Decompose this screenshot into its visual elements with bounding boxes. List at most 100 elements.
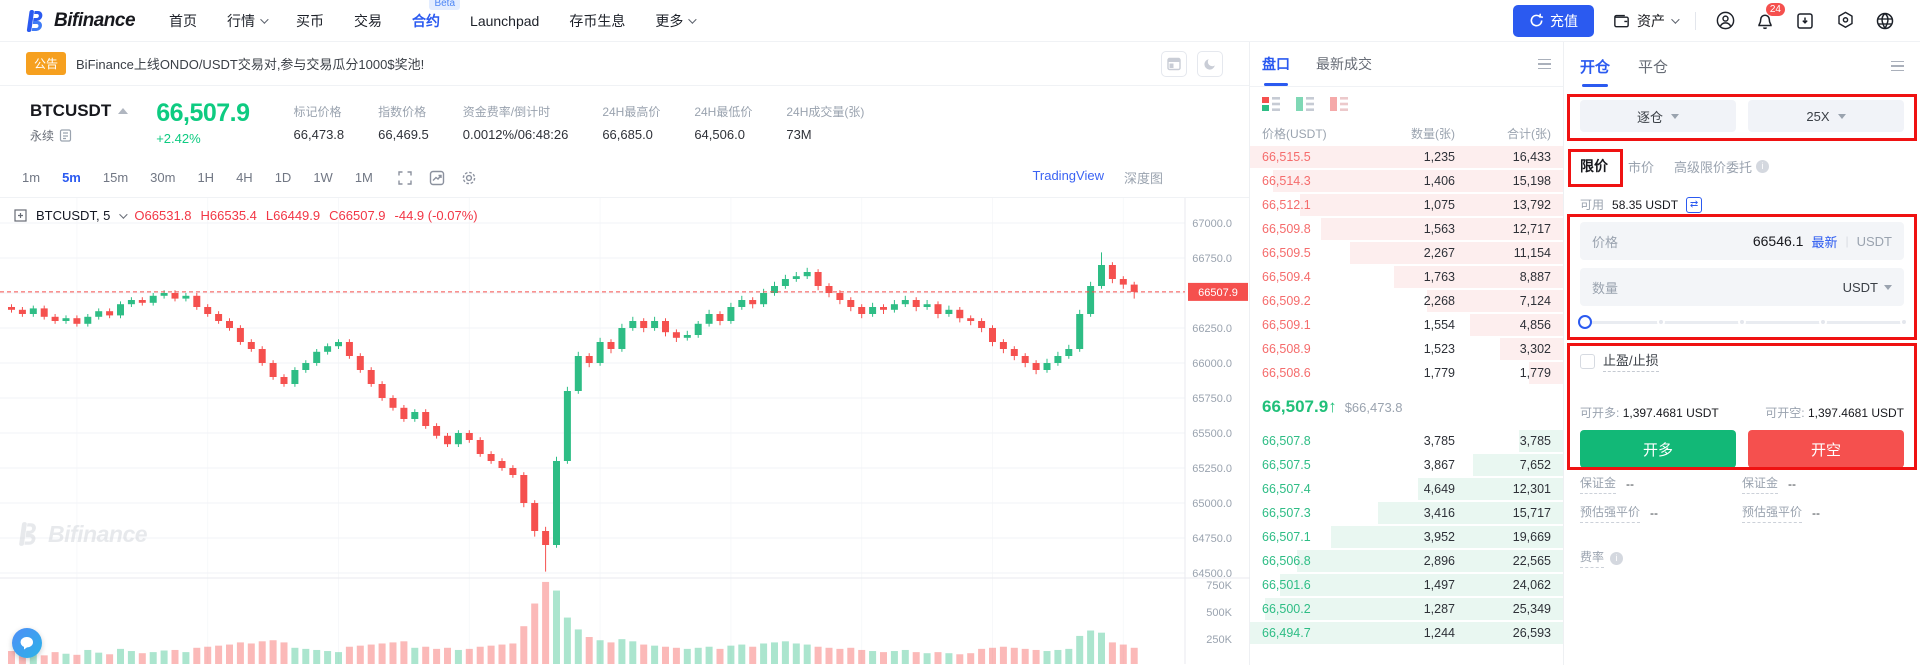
nav-item-首页[interactable]: 首页 (169, 12, 198, 29)
bid-row[interactable]: 66,507.5 3,867 7,652 (1250, 453, 1563, 477)
slider-dot[interactable] (1657, 318, 1665, 326)
open-short-button[interactable]: 开空 (1748, 430, 1904, 468)
slider-handle[interactable] (1578, 315, 1592, 329)
candlestick-chart[interactable]: 67000.066750.066500.066250.066000.065750… (0, 198, 1250, 664)
ask-row[interactable]: 66,515.5 1,235 16,433 (1250, 145, 1563, 169)
download-app-icon[interactable] (1794, 10, 1816, 32)
brand-logo[interactable]: Bifinance (24, 8, 136, 34)
interval-1M[interactable]: 1M (354, 170, 373, 185)
interval-5m[interactable]: 5m (62, 170, 81, 185)
symbol-selector-icon[interactable] (118, 107, 129, 114)
fullscreen-icon[interactable] (397, 170, 413, 186)
bid-row[interactable]: 66,507.8 3,785 3,785 (1250, 429, 1563, 453)
bid-row[interactable]: 66,507.1 3,952 19,669 (1250, 525, 1563, 549)
order-type-限价[interactable]: 限价 (1580, 158, 1608, 174)
depth-bar (1500, 338, 1563, 360)
orderbook-columns: 价格(USDT) 数量(张) 合计(张) (1262, 126, 1551, 141)
nav-item-存币生息[interactable]: 存币生息 (569, 12, 626, 29)
orderbook-panel: 盘口 最新成交 价格(USDT) 数量(张) 合计(张) 66,515.5 1,23… (1250, 42, 1564, 665)
bid-row[interactable]: 66,506.8 2,896 22,565 (1250, 549, 1563, 573)
leverage-dropdown[interactable]: 25X (1748, 100, 1904, 132)
add-compare-icon[interactable] (14, 209, 27, 222)
use-latest-price-button[interactable]: 最新 (1811, 234, 1838, 250)
announcement-text[interactable]: BiFinance上线ONDO/USDT交易对,参与交易瓜分1000$奖池! (76, 57, 425, 72)
interval-30m[interactable]: 30m (150, 170, 176, 185)
dark-mode-moon-icon[interactable] (1197, 50, 1223, 77)
interval-1D[interactable]: 1D (274, 170, 292, 185)
tab-recent-trades[interactable]: 最新成交 (1316, 56, 1372, 72)
ask-total: 12,717 (1512, 222, 1551, 236)
chevron-down-icon[interactable] (119, 209, 129, 219)
nav-item-行情[interactable]: 行情 (227, 11, 269, 31)
interval-15m[interactable]: 15m (102, 170, 129, 185)
bid-row[interactable]: 66,501.6 1,497 24,062 (1250, 573, 1563, 597)
assets-menu[interactable]: 资产 (1612, 11, 1680, 31)
open-long-button[interactable]: 开多 (1580, 430, 1736, 468)
slider-dot[interactable] (1819, 318, 1827, 326)
slider-dot[interactable] (1738, 318, 1746, 326)
ask-row[interactable]: 66,508.6 1,779 1,779 (1250, 361, 1563, 385)
amount-unit-dropdown[interactable]: USDT (1843, 280, 1892, 295)
panel-menu-icon[interactable] (1891, 60, 1904, 72)
support-chat-icon[interactable] (12, 628, 42, 658)
settings-icon[interactable] (1834, 10, 1856, 32)
book-style-both-icon[interactable] (1262, 97, 1280, 111)
ask-row[interactable]: 66,514.3 1,406 15,198 (1250, 169, 1563, 193)
price-input[interactable]: 价格 66546.1 最新 | USDT (1580, 222, 1904, 260)
svg-text:67000.0: 67000.0 (1192, 218, 1232, 230)
ask-price: 66,508.6 (1262, 366, 1311, 380)
contract-calculator-icon[interactable] (59, 128, 72, 142)
chart-settings-gear-icon[interactable] (461, 170, 477, 186)
price-value: 66546.1 (1752, 233, 1804, 249)
nav-item-合约[interactable]: 合约 Beta (412, 0, 461, 31)
chart-area[interactable]: BTCUSDT, 5 O66531.8 H66535.4 L66449.9 C6… (0, 198, 1250, 664)
ask-row[interactable]: 66,509.1 1,554 4,856 (1250, 313, 1563, 337)
symbol-block[interactable]: BTCUSDT 永续 (30, 101, 129, 144)
nav-item-买币[interactable]: 买币 (296, 12, 325, 29)
view-tab-深度图[interactable]: 深度图 (1123, 171, 1163, 186)
interval-4H[interactable]: 4H (236, 170, 253, 185)
transfer-icon[interactable]: ⇄ (1686, 196, 1703, 213)
legend-symbol[interactable]: BTCUSDT, 5 (36, 208, 111, 223)
margin-mode-dropdown[interactable]: 逐仓 (1580, 100, 1736, 132)
ask-row[interactable]: 66,512.1 1,075 13,792 (1250, 193, 1563, 217)
book-style-asks-icon[interactable] (1330, 97, 1348, 111)
language-globe-icon[interactable] (1874, 10, 1896, 32)
book-style-bids-icon[interactable] (1296, 97, 1314, 111)
bifinance-logo-icon (24, 8, 48, 34)
tab-orderbook[interactable]: 盘口 (1262, 42, 1290, 86)
slider-dot[interactable] (1900, 318, 1908, 326)
tab-open-position[interactable]: 开仓 (1580, 42, 1610, 90)
view-tab-TradingView[interactable]: TradingView (1032, 168, 1104, 183)
amount-input[interactable]: 数量 USDT (1580, 268, 1904, 306)
chart-indicator-icon[interactable] (429, 170, 445, 186)
mid-price-row[interactable]: 66,507.9↑ $66,473.8 (1250, 385, 1563, 429)
ask-row[interactable]: 66,509.4 1,763 8,887 (1250, 265, 1563, 289)
order-type-高级限价委托[interactable]: 高级限价委托 i (1674, 157, 1770, 176)
deposit-button[interactable]: 充值 (1513, 4, 1594, 37)
amount-slider[interactable] (1578, 314, 1908, 330)
bid-row[interactable]: 66,507.4 4,649 12,301 (1250, 477, 1563, 501)
ask-row[interactable]: 66,509.2 2,268 7,124 (1250, 289, 1563, 313)
user-icon[interactable] (1714, 10, 1736, 32)
ask-row[interactable]: 66,509.5 2,267 11,154 (1250, 241, 1563, 265)
interval-1W[interactable]: 1W (313, 170, 333, 185)
info-icon[interactable]: i (1610, 551, 1624, 565)
notifications-bell-icon[interactable]: 24 (1754, 2, 1785, 32)
order-type-市价[interactable]: 市价 (1628, 159, 1655, 175)
layout-icon[interactable] (1161, 50, 1187, 77)
nav-item-交易[interactable]: 交易 (354, 12, 383, 29)
bid-row[interactable]: 66,494.7 1,244 26,593 (1250, 621, 1563, 645)
orderbook-menu-icon[interactable] (1538, 58, 1551, 70)
nav-item-更多[interactable]: 更多 (655, 11, 697, 31)
ask-row[interactable]: 66,509.8 1,563 12,717 (1250, 217, 1563, 241)
tpsl-checkbox[interactable] (1580, 353, 1595, 369)
interval-1H[interactable]: 1H (197, 170, 215, 185)
nav-item-Launchpad[interactable]: Launchpad (470, 12, 540, 29)
tab-close-position[interactable]: 平仓 (1638, 58, 1669, 76)
bid-row[interactable]: 66,507.3 3,416 15,717 (1250, 501, 1563, 525)
interval-1m[interactable]: 1m (22, 170, 41, 185)
bid-row[interactable]: 66,500.2 1,287 25,349 (1250, 597, 1563, 621)
ask-row[interactable]: 66,508.9 1,523 3,302 (1250, 337, 1563, 361)
ask-amount: 2,267 (1423, 246, 1455, 260)
